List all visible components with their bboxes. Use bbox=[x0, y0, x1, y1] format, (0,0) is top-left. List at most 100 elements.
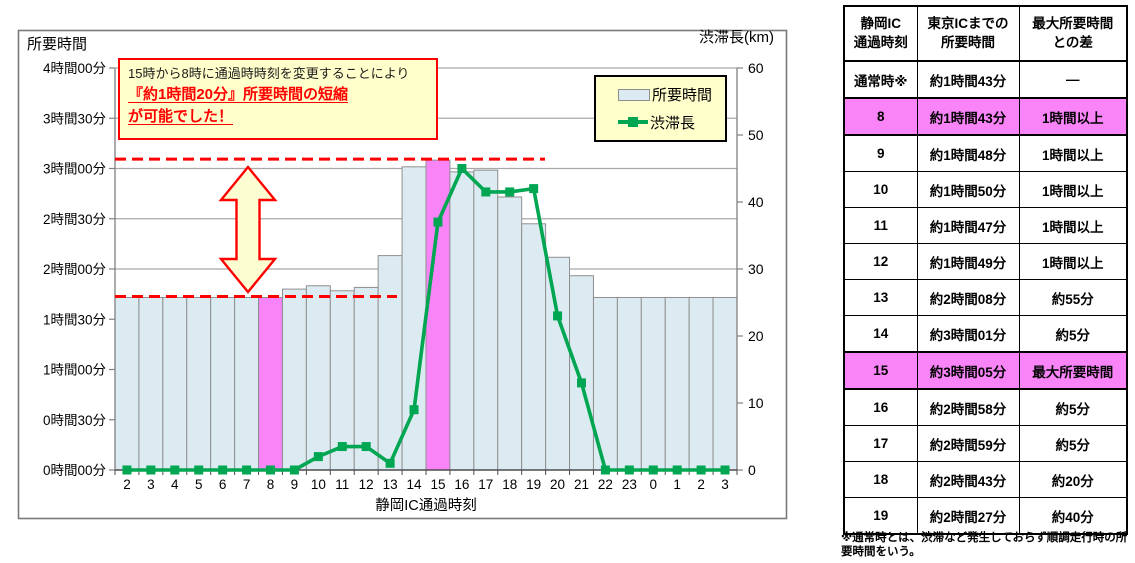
x-tick-label: 13 bbox=[383, 477, 398, 492]
congestion-marker bbox=[577, 378, 586, 388]
right-tick-label: 20 bbox=[748, 328, 764, 344]
cell-time: 18 bbox=[843, 461, 918, 498]
x-tick-label: 3 bbox=[721, 477, 729, 492]
x-tick-label: 23 bbox=[622, 477, 637, 492]
congestion-marker bbox=[600, 465, 610, 475]
table-row-highlighted: 8 約1時間43分 1時間以上 bbox=[843, 97, 1128, 136]
congestion-marker bbox=[337, 442, 347, 452]
right-tick-label: 60 bbox=[748, 60, 764, 76]
x-tick-label: 6 bbox=[219, 477, 227, 492]
bar bbox=[162, 296, 188, 471]
cell-duration: 約2時間27分 bbox=[916, 497, 1020, 535]
table-header-col-1: 静岡IC 通過時刻 bbox=[843, 5, 918, 62]
table-header-row: 静岡IC 通過時刻 東京ICまでの 所要時間 最大所要時間 との差 bbox=[843, 5, 1128, 62]
bar bbox=[688, 296, 714, 471]
legend-item-bar: 所要時間 bbox=[618, 84, 725, 105]
x-tick-label: 0 bbox=[650, 477, 658, 492]
congestion-marker bbox=[313, 452, 323, 462]
legend: 所要時間 渋滞長 bbox=[594, 75, 727, 142]
bar bbox=[664, 296, 690, 471]
bar bbox=[521, 223, 547, 471]
cell-diff: 約5分 bbox=[1018, 388, 1128, 426]
cell-time: 10 bbox=[843, 171, 918, 208]
cell-duration: 約1時間43分 bbox=[916, 97, 1020, 136]
cell-time: 9 bbox=[843, 134, 918, 172]
bar bbox=[497, 196, 523, 471]
cell-duration: 約2時間43分 bbox=[916, 461, 1020, 498]
cell-duration: 約1時間48分 bbox=[916, 134, 1020, 172]
x-tick-label: 9 bbox=[291, 477, 299, 492]
cell-diff: 約55分 bbox=[1018, 279, 1128, 316]
congestion-marker bbox=[481, 187, 491, 197]
right-tick-label: 50 bbox=[748, 127, 764, 143]
table-row: 通常時※ 約1時間43分 ― bbox=[843, 60, 1128, 99]
table-header-col-3: 最大所要時間 との差 bbox=[1018, 5, 1128, 62]
congestion-marker bbox=[720, 465, 730, 475]
combo-chart: 4時間00分 3時間30分 3時間00分 2時間30分 2時間00分 1時間30分 1時間0… bbox=[17, 29, 788, 520]
bar bbox=[210, 296, 236, 471]
annotation-line-2: 『約1時間20分』所要時間の短縮 bbox=[128, 85, 349, 103]
bar-highlighted bbox=[258, 296, 283, 471]
cell-duration: 約3時間05分 bbox=[916, 351, 1020, 390]
table-row: 11 約1時間47分 1時間以上 bbox=[843, 207, 1128, 244]
cell-time: 11 bbox=[843, 207, 918, 244]
left-tick-label: 1時間00分 bbox=[43, 363, 106, 378]
cell-diff: 1時間以上 bbox=[1018, 243, 1128, 280]
congestion-marker bbox=[170, 465, 180, 475]
x-tick-label: 5 bbox=[195, 477, 203, 492]
bar bbox=[640, 296, 666, 471]
x-tick-label: 12 bbox=[359, 477, 374, 492]
bar bbox=[281, 288, 307, 471]
left-tick-label: 0時間00分 bbox=[43, 463, 106, 478]
cell-time: 16 bbox=[843, 388, 918, 426]
table-row: 9 約1時間48分 1時間以上 bbox=[843, 134, 1128, 172]
travel-time-table: 静岡IC 通過時刻 東京ICまでの 所要時間 最大所要時間 との差 通常時※ 約1時間43分… bbox=[843, 5, 1128, 535]
bar bbox=[138, 296, 164, 471]
table-row: 16 約2時間58分 約5分 bbox=[843, 388, 1128, 426]
left-tick-label: 2時間00分 bbox=[43, 262, 106, 277]
legend-item-line: 渋滞長 bbox=[618, 112, 725, 133]
x-tick-label: 7 bbox=[243, 477, 251, 492]
cell-duration: 約1時間43分 bbox=[916, 60, 1020, 99]
table-row: 14 約3時間01分 約5分 bbox=[843, 315, 1128, 353]
x-tick-label: 14 bbox=[407, 477, 423, 492]
cell-diff: 1時間以上 bbox=[1018, 97, 1128, 136]
cell-diff: 約5分 bbox=[1018, 425, 1128, 462]
congestion-marker bbox=[409, 405, 419, 415]
table-row: 17 約2時間59分 約5分 bbox=[843, 425, 1128, 462]
chart-frame bbox=[17, 29, 788, 520]
annotation-line-1: 15時から8時に通過時時刻を変更することにより bbox=[128, 66, 410, 81]
left-tick-label: 2時間30分 bbox=[43, 212, 106, 227]
x-tick-label: 17 bbox=[478, 477, 493, 492]
x-tick-label: 10 bbox=[311, 477, 326, 492]
table-header-col-2: 東京ICまでの 所要時間 bbox=[916, 5, 1020, 62]
congestion-marker bbox=[529, 184, 539, 194]
annotation-line-3: が可能でした！ bbox=[128, 107, 234, 125]
x-tick-label: 16 bbox=[454, 477, 469, 492]
congestion-marker bbox=[194, 465, 204, 475]
table-row: 18 約2時間43分 約20分 bbox=[843, 461, 1128, 498]
x-tick-label: 1 bbox=[673, 477, 681, 492]
bar-swatch-icon bbox=[618, 88, 650, 101]
congestion-marker bbox=[696, 465, 706, 475]
bar bbox=[449, 171, 475, 471]
cell-diff: 1時間以上 bbox=[1018, 134, 1128, 172]
congestion-marker bbox=[242, 465, 252, 475]
cell-duration: 約1時間47分 bbox=[916, 207, 1020, 244]
left-tick-label: 3時間30分 bbox=[43, 111, 106, 126]
legend-line-label: 渋滞長 bbox=[650, 114, 696, 132]
x-tick-label: 18 bbox=[502, 477, 517, 492]
x-tick-label: 8 bbox=[267, 477, 275, 492]
x-tick-label: 19 bbox=[526, 477, 541, 492]
right-tick-label: 30 bbox=[748, 261, 764, 277]
x-tick-label: 15 bbox=[430, 477, 445, 492]
congestion-marker bbox=[146, 465, 156, 475]
table-row-highlighted: 15 約3時間05分 最大所要時間 bbox=[843, 351, 1128, 390]
table-row: 19 約2時間27分 約40分 bbox=[843, 497, 1128, 535]
left-tick-label: 4時間00分 bbox=[43, 61, 106, 76]
bar bbox=[377, 255, 403, 471]
congestion-marker bbox=[553, 311, 563, 321]
cell-diff: 最大所要時間 bbox=[1018, 351, 1128, 390]
x-tick-label: 21 bbox=[574, 477, 589, 492]
